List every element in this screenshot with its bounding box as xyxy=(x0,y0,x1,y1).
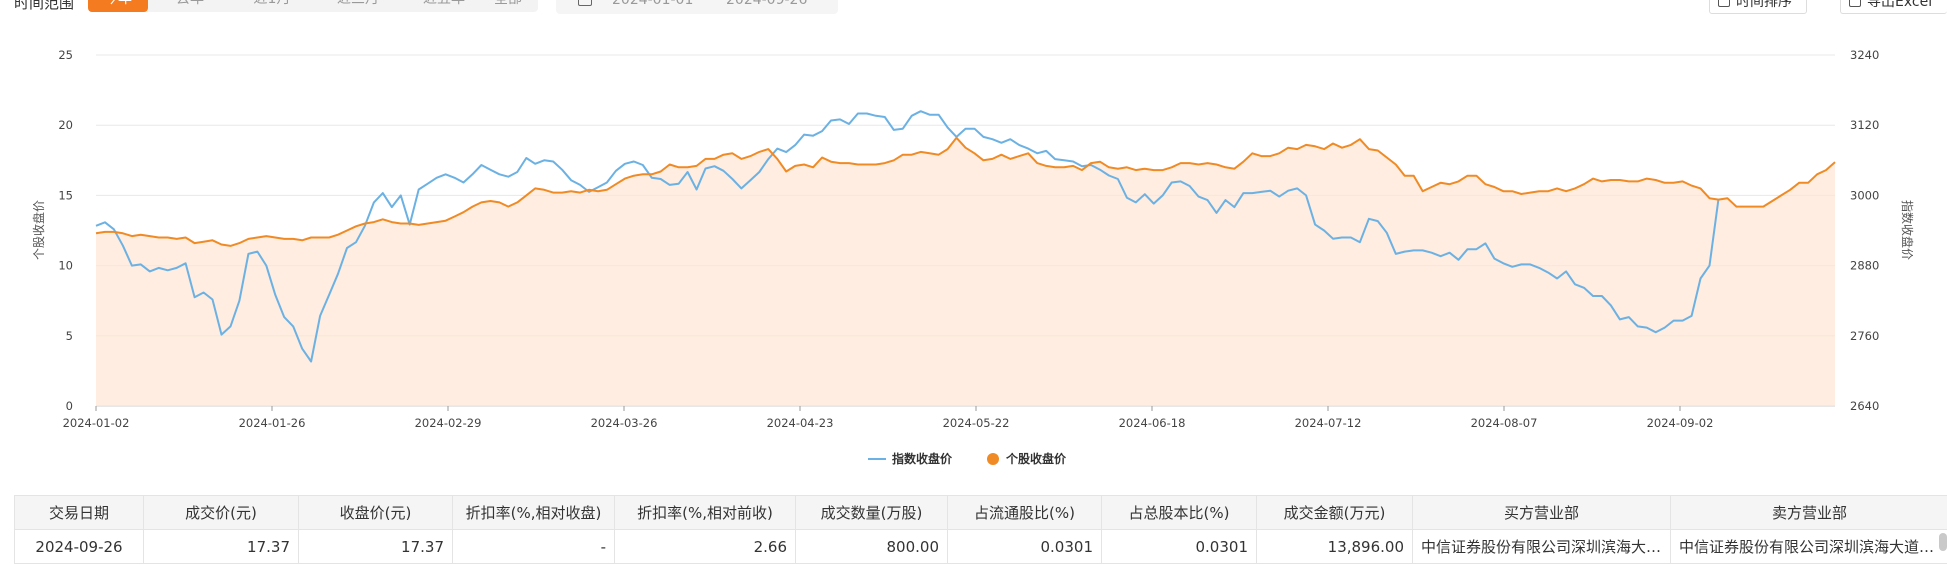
legend-item-index[interactable]: 指数收盘价 xyxy=(868,451,953,466)
x-tick-label: 2024-07-12 xyxy=(1295,416,1362,430)
x-tick-label: 2024-04-23 xyxy=(767,416,834,430)
price-chart: 2024-01-02 2024-01-26 2024-02-29 2024-03-26… xyxy=(31,48,1915,466)
cell-deal-price: 17.37 xyxy=(143,529,299,564)
sort-icon xyxy=(1718,0,1730,7)
date-range-picker[interactable]: 2024-01-01 2024-09-26 xyxy=(556,0,838,14)
period-last-year-button[interactable]: 去年 xyxy=(158,0,222,12)
y-axis-right-title: 指数收盘价 xyxy=(1900,200,1915,260)
x-tick-label: 2024-06-18 xyxy=(1119,416,1186,430)
export-button-label: 导出Excel xyxy=(1867,0,1933,10)
period-this-year-button[interactable]: 今年 xyxy=(88,0,148,12)
cell-total-ratio: 0.0301 xyxy=(1101,529,1257,564)
cell-discount-close: - xyxy=(452,529,615,564)
col-header-date[interactable]: 交易日期 xyxy=(14,495,144,530)
sort-button[interactable]: 时间排序 xyxy=(1709,0,1807,14)
period-all-button[interactable]: 全部 xyxy=(480,0,536,12)
x-tick-label: 2024-08-07 xyxy=(1471,416,1538,430)
cell-close-price: 17.37 xyxy=(298,529,453,564)
col-header-close-price[interactable]: 收盘价(元) xyxy=(298,495,453,530)
legend-label-stock: 个股收盘价 xyxy=(1005,451,1067,466)
col-header-discount-close[interactable]: 折扣率(%,相对收盘) xyxy=(452,495,615,530)
period-selector: 今年 去年 近1月 近三月 近五年 全部 xyxy=(88,0,538,12)
x-tick-label: 2024-01-02 xyxy=(63,416,130,430)
y-axis-right: 2640 2760 2880 3000 3120 3240 xyxy=(1850,48,1879,413)
cell-discount-prev: 2.66 xyxy=(614,529,796,564)
table-header-row: 交易日期 成交价(元) 收盘价(元) 折扣率(%,相对收盘) 折扣率(%,相对前… xyxy=(14,495,1947,530)
period-3m-button[interactable]: 近三月 xyxy=(318,0,398,12)
x-tick-label: 2024-03-26 xyxy=(591,416,658,430)
x-tick-label: 2024-02-29 xyxy=(415,416,482,430)
index-price-line xyxy=(95,110,1720,363)
y-left-tick-label: 25 xyxy=(58,48,73,62)
period-5y-button[interactable]: 近五年 xyxy=(404,0,484,12)
col-header-amount[interactable]: 成交金额(万元) xyxy=(1256,495,1413,530)
y-left-tick-label: 15 xyxy=(58,188,73,202)
stock-price-area xyxy=(96,137,1835,407)
export-button[interactable]: 导出Excel xyxy=(1840,0,1947,14)
table-scrollbar[interactable] xyxy=(1939,533,1947,551)
col-header-seller[interactable]: 卖方营业部 xyxy=(1670,495,1947,530)
stock-price-line xyxy=(95,136,1836,247)
y-axis-left: 0 5 10 15 20 25 xyxy=(58,48,73,413)
y-right-tick-label: 3000 xyxy=(1850,188,1879,202)
chart-legend: 指数收盘价 个股收盘价 xyxy=(868,451,1067,466)
block-trade-table: 交易日期 成交价(元) 收盘价(元) 折扣率(%,相对收盘) 折扣率(%,相对前… xyxy=(14,495,1947,565)
x-tick-label: 2024-05-22 xyxy=(943,416,1010,430)
sort-button-label: 时间排序 xyxy=(1736,0,1792,10)
col-header-deal-price[interactable]: 成交价(元) xyxy=(143,495,299,530)
y-right-tick-label: 3120 xyxy=(1850,118,1879,132)
cell-amount: 13,896.00 xyxy=(1256,529,1413,564)
time-range-label: 时间范围 xyxy=(14,0,75,12)
y-left-tick-label: 5 xyxy=(66,329,73,343)
x-axis: 2024-01-02 2024-01-26 2024-02-29 2024-03-26… xyxy=(63,406,1714,430)
legend-label-index: 指数收盘价 xyxy=(892,451,953,466)
col-header-discount-prev[interactable]: 折扣率(%,相对前收) xyxy=(614,495,796,530)
y-right-tick-label: 2880 xyxy=(1850,259,1879,273)
col-header-buyer[interactable]: 买方营业部 xyxy=(1412,495,1671,530)
y-right-tick-label: 2640 xyxy=(1850,399,1879,413)
y-right-tick-label: 2760 xyxy=(1850,329,1879,343)
period-1m-button[interactable]: 近1月 xyxy=(236,0,308,12)
cell-date: 2024-09-26 xyxy=(14,529,144,564)
x-tick-label: 2024-09-02 xyxy=(1647,416,1714,430)
excel-icon xyxy=(1849,0,1861,7)
calendar-icon xyxy=(578,0,592,6)
y-left-tick-label: 20 xyxy=(58,118,73,132)
y-axis-left-title: 个股收盘价 xyxy=(31,200,46,260)
y-right-tick-label: 3240 xyxy=(1850,48,1879,62)
col-header-total-ratio[interactable]: 占总股本比(%) xyxy=(1101,495,1257,530)
col-header-float-ratio[interactable]: 占流通股比(%) xyxy=(947,495,1102,530)
filter-toolbar: 时间范围 今年 去年 近1月 近三月 近五年 全部 2024-01-01 202… xyxy=(0,0,1947,20)
x-tick-label: 2024-01-26 xyxy=(239,416,306,430)
col-header-volume[interactable]: 成交数量(万股) xyxy=(795,495,948,530)
legend-item-stock[interactable]: 个股收盘价 xyxy=(987,451,1067,466)
cell-float-ratio: 0.0301 xyxy=(947,529,1102,564)
cell-seller: 中信证券股份有限公司深圳滨海大道证券营业部 xyxy=(1670,529,1947,564)
y-left-tick-label: 0 xyxy=(66,399,73,413)
y-left-tick-label: 10 xyxy=(58,259,73,273)
date-end: 2024-09-26 xyxy=(726,0,808,8)
table-row[interactable]: 2024-09-26 17.37 17.37 - 2.66 800.00 0.0… xyxy=(14,529,1947,564)
cell-volume: 800.00 xyxy=(795,529,948,564)
date-start: 2024-01-01 xyxy=(612,0,694,8)
cell-buyer: 中信证券股份有限公司深圳滨海大道证券营业部 xyxy=(1412,529,1671,564)
